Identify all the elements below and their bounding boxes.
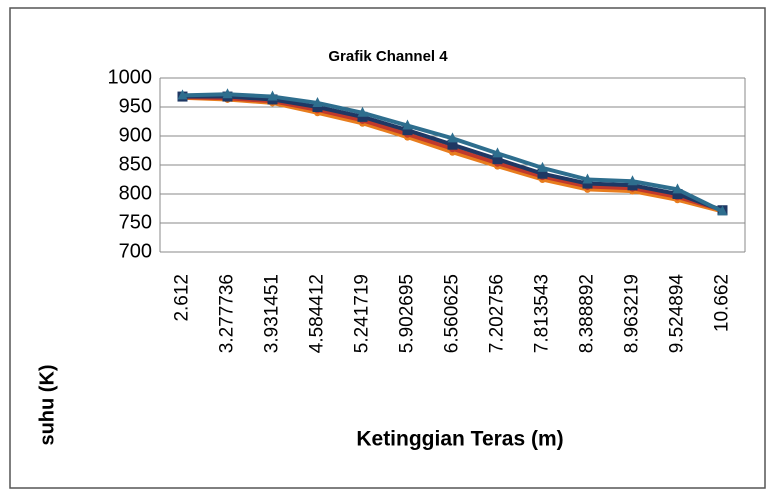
point <box>222 88 233 99</box>
point <box>627 175 638 186</box>
chart-title: Grafik Channel 4 <box>328 48 448 65</box>
point <box>492 154 503 165</box>
point <box>357 106 368 117</box>
point <box>447 132 458 143</box>
x-tick-label: 7.813543 <box>532 274 553 353</box>
x-tick-label: 5.902695 <box>397 274 418 353</box>
y-tick-label: 700 <box>119 240 152 262</box>
point <box>672 183 683 194</box>
point <box>672 189 683 199</box>
x-tick-label: 2.612 <box>172 274 193 322</box>
chart-frame <box>9 7 766 489</box>
y-tick-label: 900 <box>119 124 152 146</box>
point <box>582 178 593 189</box>
point <box>402 125 413 136</box>
point <box>447 139 458 150</box>
y-tick-label: 1000 <box>108 66 153 88</box>
point <box>627 180 638 191</box>
x-tick-label: 5.241719 <box>352 274 373 353</box>
point <box>492 147 503 158</box>
point <box>402 119 413 130</box>
y-tick-label: 850 <box>119 153 152 175</box>
x-tick-label: 9.524894 <box>667 274 688 354</box>
point <box>312 96 323 107</box>
y-tick-label: 800 <box>119 182 152 204</box>
point <box>717 205 728 216</box>
point <box>357 111 368 122</box>
x-tick-label: 10.662 <box>712 274 733 332</box>
point <box>537 168 548 179</box>
y-tick-label: 950 <box>119 95 152 117</box>
x-tick-label: 3.931451 <box>262 274 283 353</box>
x-tick-label: 6.560625 <box>442 274 463 353</box>
point <box>267 90 278 101</box>
point <box>177 89 188 100</box>
x-tick-label: 3.277736 <box>217 274 238 353</box>
point <box>537 161 548 172</box>
y-tick-label: 750 <box>119 211 152 233</box>
x-tick-label: 8.388892 <box>577 274 598 353</box>
x-tick-label: 4.584412 <box>307 274 328 353</box>
point <box>312 102 323 112</box>
x-tick-label: 7.202756 <box>487 274 508 353</box>
x-axis-label: Ketinggian Teras (m) <box>356 428 563 451</box>
point <box>582 173 593 184</box>
y-axis-label: suhu (K) <box>36 364 58 445</box>
x-tick-label: 8.963219 <box>622 274 643 353</box>
